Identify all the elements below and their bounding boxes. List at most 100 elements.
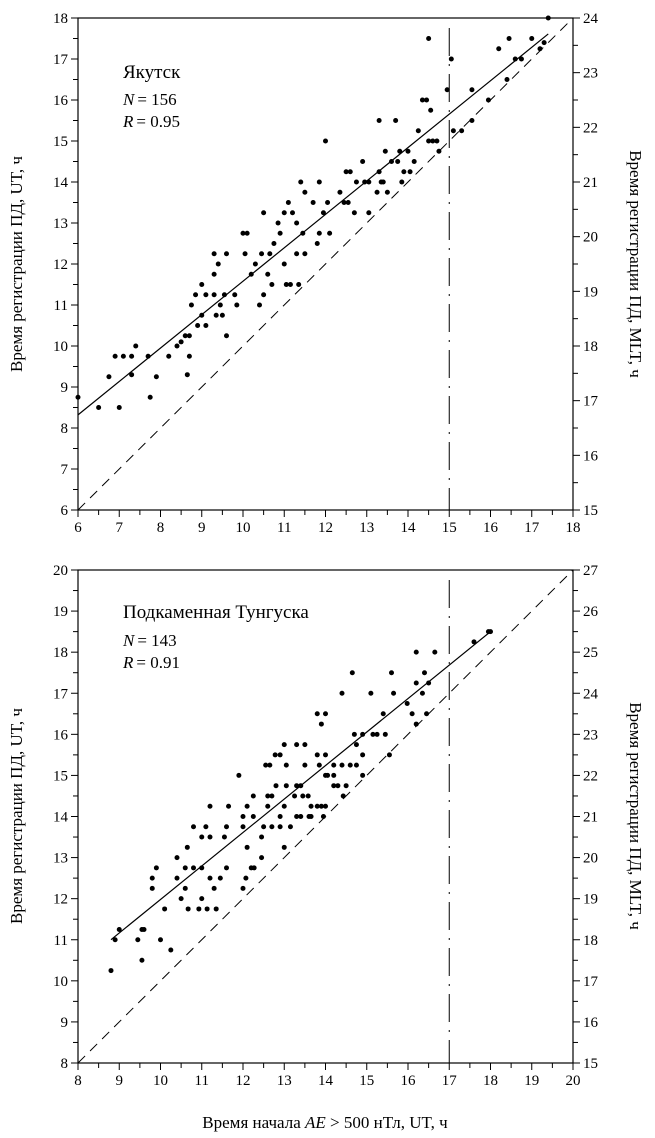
data-point	[331, 783, 337, 789]
data-point	[211, 292, 217, 298]
data-point	[316, 179, 322, 185]
data-point	[129, 353, 135, 359]
data-point	[275, 220, 281, 226]
data-point	[426, 680, 432, 686]
data-point	[529, 36, 535, 41]
data-point	[374, 189, 380, 195]
data-point	[267, 762, 273, 768]
data-point	[277, 752, 283, 758]
data-point	[380, 711, 386, 717]
x-tick-label: 18	[483, 1073, 498, 1089]
data-point	[267, 251, 273, 257]
data-point	[281, 742, 287, 748]
data-point	[331, 762, 337, 768]
data-point	[185, 906, 191, 912]
data-point	[184, 372, 190, 378]
data-point	[488, 629, 493, 635]
data-point	[269, 824, 275, 830]
data-point	[399, 179, 405, 185]
data-point	[158, 937, 163, 943]
data-point	[409, 711, 415, 717]
data-point	[182, 333, 188, 339]
data-point	[422, 670, 427, 676]
y-right-tick-label: 22	[583, 120, 598, 136]
data-point	[407, 169, 413, 175]
data-point	[207, 875, 213, 881]
data-point	[405, 148, 411, 154]
data-point	[224, 251, 229, 257]
data-point	[380, 179, 386, 185]
data-point	[426, 36, 432, 41]
x-tick-label: 20	[566, 1073, 581, 1089]
data-point	[290, 210, 295, 216]
data-point	[376, 118, 382, 123]
data-point	[411, 159, 417, 164]
data-point	[384, 189, 390, 195]
data-point	[360, 752, 366, 758]
y-axis-label-left: Время регистрации ПД, UT, ч	[7, 156, 26, 372]
x-tick-label: 10	[153, 1073, 168, 1089]
x-axis-label-pre: Время начала	[202, 1113, 305, 1132]
data-point	[250, 814, 256, 819]
data-point	[219, 312, 225, 318]
y-right-tick-label: 24	[583, 686, 599, 702]
data-point	[318, 803, 324, 809]
data-point	[259, 834, 265, 840]
y-right-tick-label: 21	[583, 810, 598, 826]
x-tick-label: 12	[318, 520, 333, 536]
x-tick-label: 10	[236, 520, 251, 536]
data-point	[217, 302, 223, 308]
data-point	[339, 762, 345, 768]
data-point	[434, 138, 440, 144]
data-point	[207, 834, 213, 840]
y-tick-label: 8	[61, 421, 69, 437]
data-point	[471, 639, 477, 645]
y-tick-label: 13	[53, 216, 68, 232]
data-point	[413, 721, 419, 727]
data-point	[186, 353, 192, 359]
data-point	[203, 824, 209, 830]
y-tick-label: 18	[53, 11, 68, 27]
data-point	[182, 865, 188, 871]
data-point	[504, 77, 510, 82]
data-point	[244, 844, 250, 850]
data-point	[444, 87, 450, 93]
data-point	[204, 906, 210, 912]
data-point	[149, 875, 155, 881]
data-point	[281, 210, 287, 216]
chart-title: Якутск	[123, 62, 181, 83]
data-point	[320, 210, 326, 216]
data-point	[294, 251, 300, 257]
r-annotation: R = 0.95	[122, 112, 180, 131]
data-point	[382, 731, 388, 737]
data-point	[269, 282, 275, 287]
data-point	[191, 824, 196, 830]
data-point	[248, 271, 254, 277]
data-point	[368, 690, 374, 696]
data-point	[518, 56, 524, 62]
data-point	[296, 282, 302, 287]
data-point	[240, 824, 246, 830]
data-point	[349, 670, 355, 676]
data-point	[199, 312, 205, 318]
y-tick-label: 7	[61, 462, 69, 478]
data-point	[281, 261, 287, 267]
data-point	[343, 783, 349, 789]
y-axis-label-right: Время регистрации ПД, MLT, ч	[626, 150, 645, 378]
y-tick-label: 13	[53, 851, 68, 867]
y-tick-label: 11	[54, 298, 68, 314]
data-point	[366, 210, 372, 216]
data-point	[199, 282, 205, 287]
data-point	[188, 302, 194, 308]
r-value: = 0.95	[136, 112, 180, 131]
data-point	[316, 230, 322, 236]
data-point	[343, 169, 349, 175]
data-point	[153, 374, 159, 380]
data-point	[360, 772, 366, 778]
data-point	[389, 670, 394, 676]
data-point	[485, 97, 491, 103]
data-point	[96, 405, 102, 410]
data-point	[413, 680, 419, 686]
data-point	[360, 159, 366, 164]
data-point	[283, 282, 289, 287]
